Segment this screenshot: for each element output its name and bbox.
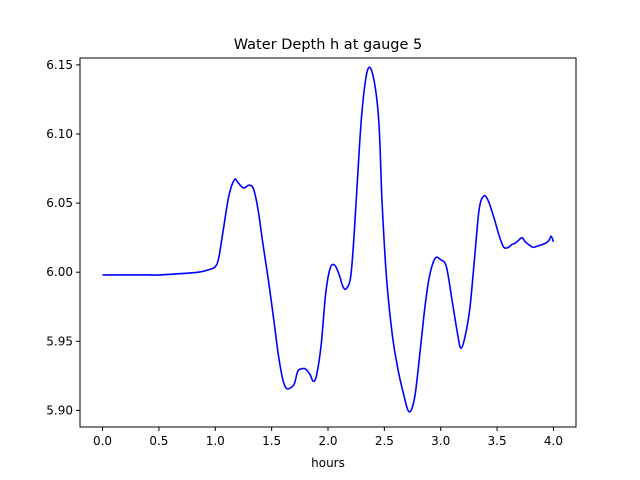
- x-tick-label: 0.0: [93, 434, 112, 448]
- x-tick-label: 3.0: [431, 434, 450, 448]
- y-axis: 5.90 5.95 6.00 6.05 6.10 6.15: [46, 58, 80, 417]
- y-tick-label: 6.05: [46, 196, 73, 210]
- y-tick-label: 5.90: [46, 403, 73, 417]
- x-tick-label: 3.5: [488, 434, 507, 448]
- x-axis-label: hours: [311, 456, 345, 470]
- y-tick-label: 6.10: [46, 127, 73, 141]
- x-axis: 0.0 0.5 1.0 1.5 2.0 2.5 3.0 3.5 4.0: [93, 427, 563, 448]
- series-line: [102, 66, 555, 413]
- x-tick-label: 1.0: [206, 434, 225, 448]
- y-tick-label: 5.95: [46, 334, 73, 348]
- y-tick-label: 6.00: [46, 265, 73, 279]
- x-tick-label: 1.5: [262, 434, 281, 448]
- y-tick-label: 6.15: [46, 58, 73, 72]
- x-tick-label: 4.0: [544, 434, 563, 448]
- chart-title: Water Depth h at gauge 5: [234, 37, 422, 53]
- x-tick-label: 2.0: [318, 434, 337, 448]
- series-layer: [102, 66, 555, 413]
- x-tick-label: 0.5: [149, 434, 168, 448]
- x-tick-label: 2.5: [375, 434, 394, 448]
